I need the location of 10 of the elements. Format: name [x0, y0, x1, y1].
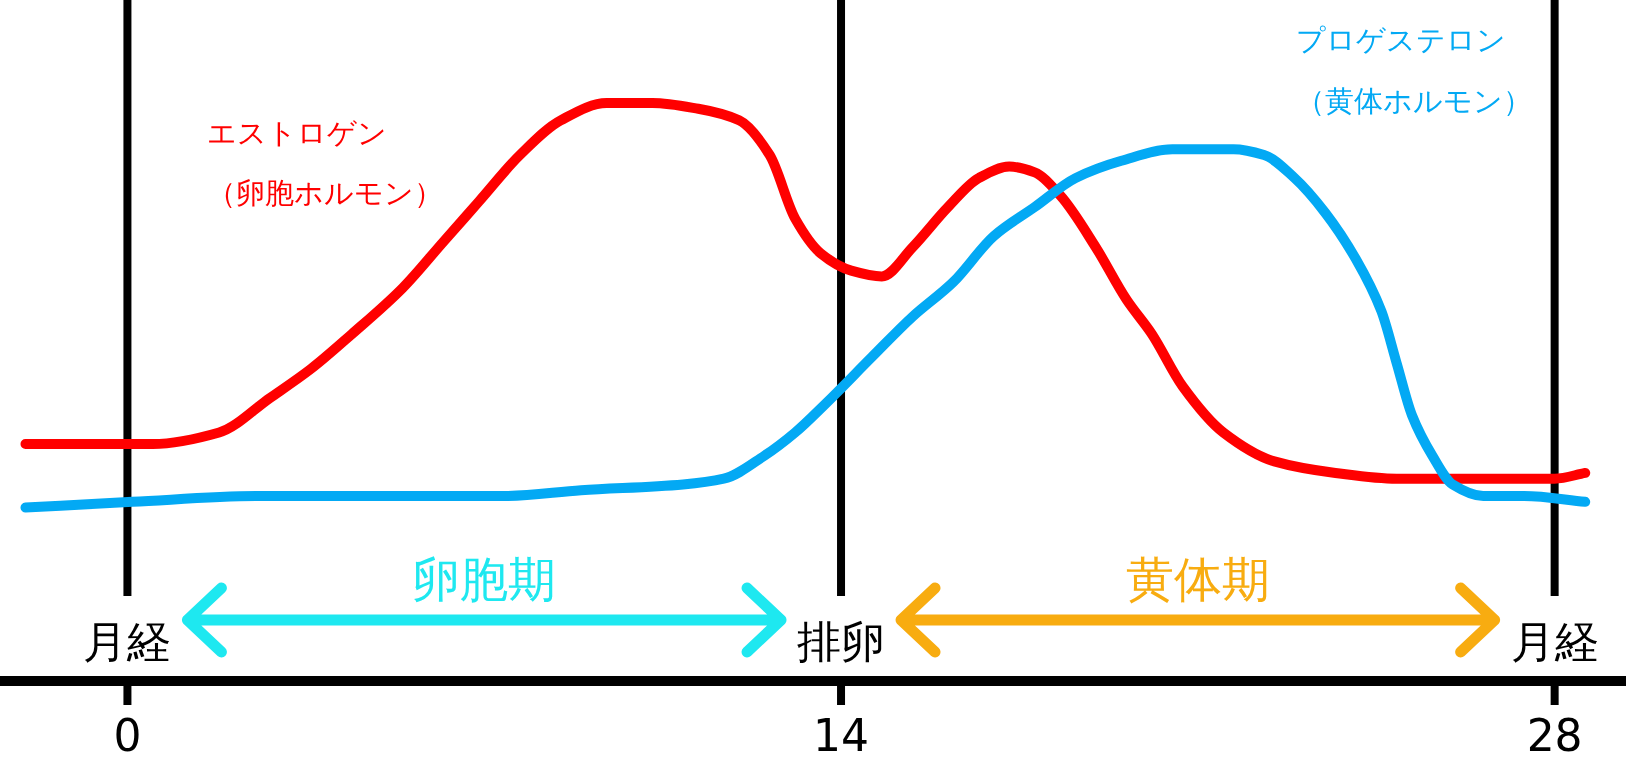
ref-line-label: 月経	[1510, 616, 1599, 667]
x-tick-label: 28	[1526, 710, 1583, 761]
x-tick-label: 0	[113, 710, 142, 761]
annotation: 黄体期	[1125, 551, 1270, 607]
ref-line-label: 排卵	[797, 616, 886, 667]
annotation: 卵胞期	[412, 551, 557, 607]
ref-line-label: 月経	[83, 616, 172, 667]
series-label: エストロゲン（卵胞ホルモン）	[207, 116, 443, 210]
series-label: プロゲステロン（黄体ホルモン）	[1296, 23, 1532, 118]
x-tick-label: 14	[813, 710, 870, 761]
